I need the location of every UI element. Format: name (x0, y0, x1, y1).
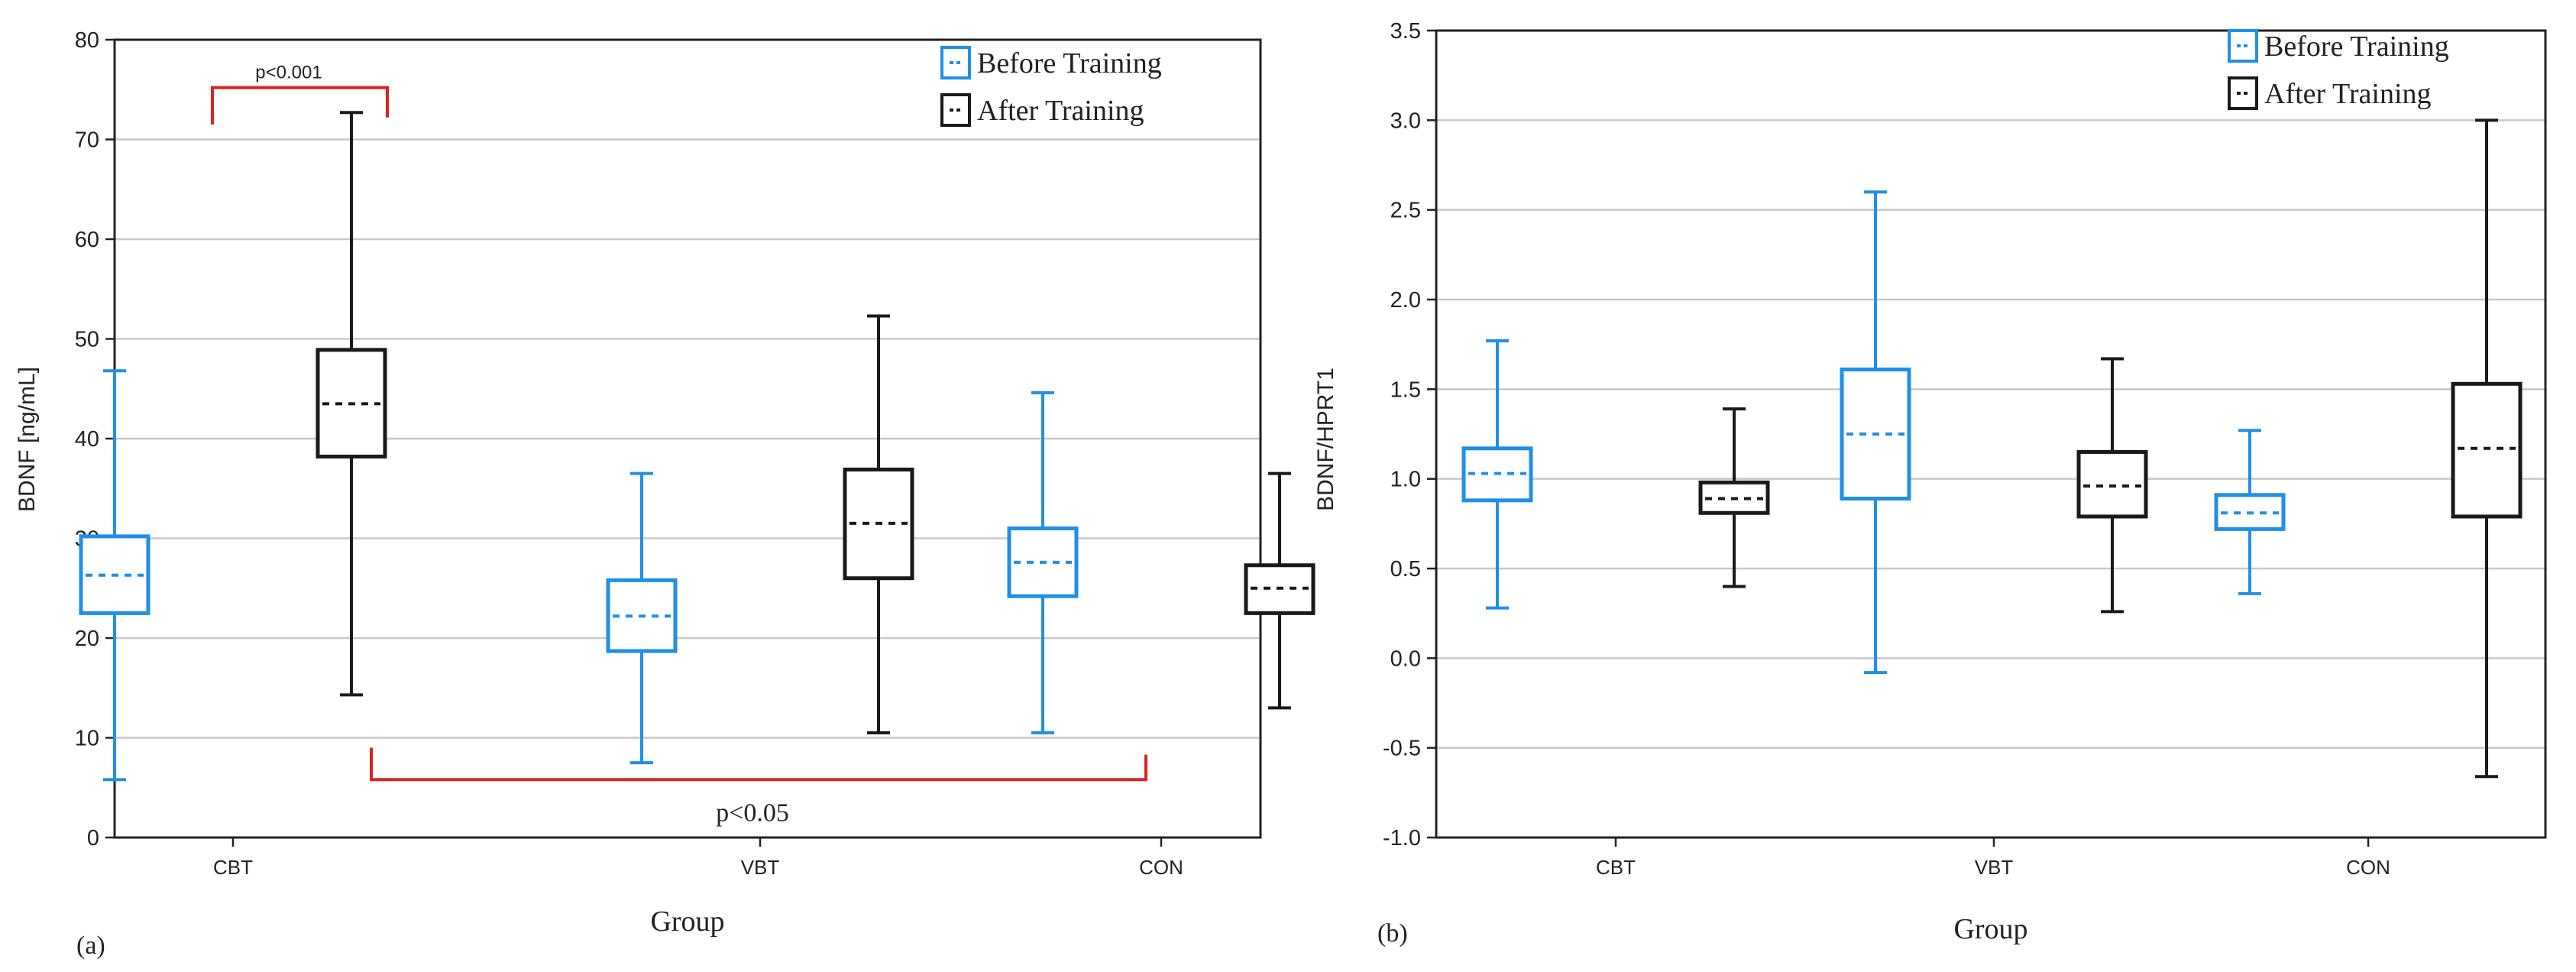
panel-a-y-tick-label: 50 (75, 328, 99, 352)
panel-b-x-tick-label: CBT (1596, 856, 1636, 879)
panel-a-box-con-before (1007, 390, 1079, 734)
panel-b-y-tick-label: 1.0 (1390, 468, 1421, 492)
legend-label: Before Training (2264, 31, 2449, 63)
legend-swatch (940, 46, 971, 79)
panel-b-box-cbt-before (1461, 339, 1533, 610)
panel-a-x-tick-label: CON (1139, 856, 1183, 879)
panel-a-y-tick-label: 70 (75, 128, 99, 153)
panel-b-y-axis-title: BDNF/HPRT1 (1313, 368, 1338, 511)
panel-a-y-tick-label: 80 (75, 28, 99, 53)
panel-b-x-tick-label: CON (2346, 856, 2390, 879)
significance-label-bottom: p<0.05 (716, 799, 789, 827)
significance-bracket-bottom (370, 747, 1147, 782)
panel-b-box-con-after (2451, 118, 2523, 779)
panel-a-y-tick-label: 60 (75, 228, 99, 252)
panel-b-y-tick-label: 2.0 (1390, 288, 1421, 313)
panel-a-y-axis-title: BDNF [ng/mL] (15, 367, 40, 512)
panel-b-y-tick-label: 3.5 (1390, 19, 1421, 44)
panel-a-box-con-after (1244, 471, 1316, 710)
panel-a-box-cbt-before (79, 369, 150, 782)
panel-b-y-tick-label: 0.0 (1390, 646, 1421, 671)
panel-b-box-cbt-after (1698, 407, 1770, 588)
panel-b-y-tick-label: 3.0 (1390, 109, 1421, 133)
significance-bracket-top (211, 86, 389, 125)
legend-swatch (2228, 76, 2258, 110)
panel-b-x-axis-title: Group (1953, 913, 2027, 945)
panel-a-box-cbt-after (316, 111, 387, 697)
legend-swatch (2228, 29, 2258, 63)
panel-a-x-tick-label: CBT (213, 856, 253, 879)
panel-a-box-vbt-before (606, 471, 678, 765)
panel-b-y-tick-label: 2.5 (1390, 199, 1421, 223)
panel-a-box-vbt-after (843, 314, 914, 734)
panel-a-y-tick-label: 40 (75, 427, 99, 452)
panel-a-x-tick-label: VBT (741, 856, 780, 879)
panel-a-x-axis-title: Group (650, 906, 724, 938)
panel-a-y-tick-label: 10 (75, 727, 99, 751)
box-iqr (2076, 449, 2148, 519)
panel-b-y-tick-label: -1.0 (1383, 826, 1421, 851)
panel-a-y-tick-label: 20 (75, 627, 99, 651)
panel-b-box-vbt-after (2076, 357, 2148, 614)
panel-b-plot-frame (1435, 29, 2547, 839)
legend-label: After Training (977, 95, 1144, 127)
panel-b-box-con-before (2214, 429, 2286, 595)
panel-b-y-tick-label: 1.5 (1390, 377, 1421, 402)
panel-b-x-tick-label: VBT (1975, 856, 2014, 879)
panel-b-legend: Before Training After Training (2228, 29, 2449, 110)
panel-a-legend: Before Training After Training (940, 46, 1162, 127)
panel-b-y-tick-label: -0.5 (1383, 737, 1421, 761)
panel-a-panel-label: (a) (76, 932, 105, 960)
significance-label-top: p<0.001 (255, 63, 322, 83)
panel-b-box-vbt-before (1840, 190, 1911, 675)
legend-label: Before Training (977, 47, 1162, 79)
legend-swatch (940, 93, 971, 127)
panel-a-chart: 01020304050607080CBTVBTCONGroupBDNF [ng/… (15, 28, 1316, 960)
panel-b-panel-label: (b) (1377, 919, 1408, 948)
panel-a-y-tick-label: 0 (87, 826, 99, 851)
legend-label: After Training (2264, 78, 2432, 110)
panel-b-y-tick-label: 0.5 (1390, 557, 1421, 582)
box-iqr (2451, 381, 2523, 519)
panel-b-chart: -1.0 -0.5 0.0 0.5 1.0 1.5 2.0 2.5 3.0 3.5 CBT VBT CO… (1313, 19, 2547, 948)
